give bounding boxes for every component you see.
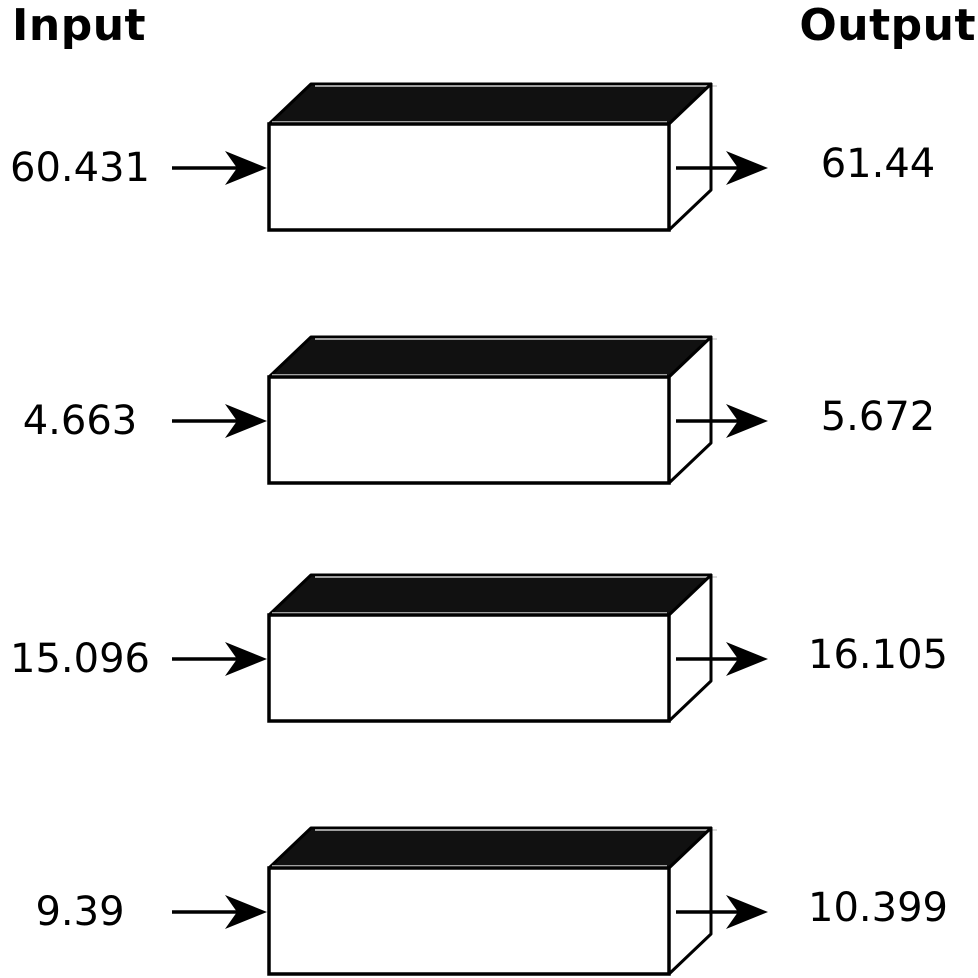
- block-top-face: [267, 335, 713, 379]
- rows-layer: 60.431 61.44 4.663 5.672 15.096 16.105 9.39 10.…: [10, 82, 948, 976]
- input-arrow: [172, 642, 267, 676]
- output-header: Output: [799, 0, 976, 51]
- output-arrow: [676, 151, 768, 185]
- input-value: 9.39: [35, 889, 124, 935]
- input-arrow: [172, 404, 267, 438]
- output-value: 10.399: [808, 885, 948, 931]
- input-header: Input: [12, 0, 147, 51]
- input-arrow: [172, 895, 267, 929]
- output-value: 5.672: [821, 394, 936, 440]
- block-row: 4.663 5.672: [23, 335, 936, 485]
- output-value: 16.105: [808, 632, 948, 678]
- input-value: 15.096: [10, 636, 150, 682]
- block-top-face: [267, 82, 713, 126]
- output-arrow: [676, 404, 768, 438]
- block-row: 60.431 61.44: [10, 82, 936, 232]
- input-value: 4.663: [23, 398, 138, 444]
- output-arrow-head: [726, 404, 768, 438]
- block-top-face: [267, 826, 713, 870]
- block-row: 15.096 16.105: [10, 573, 948, 723]
- block-top-face: [267, 573, 713, 617]
- output-arrow-head: [726, 151, 768, 185]
- block-front-face: [267, 122, 671, 232]
- input-arrow: [172, 151, 267, 185]
- input-arrow-head: [225, 151, 267, 185]
- input-value: 60.431: [10, 145, 150, 191]
- input-arrow-head: [225, 404, 267, 438]
- output-arrow-head: [726, 895, 768, 929]
- block-front-face: [267, 375, 671, 485]
- output-arrow: [676, 895, 768, 929]
- input-arrow-head: [225, 895, 267, 929]
- block-front-face: [267, 613, 671, 723]
- output-value: 61.44: [821, 141, 936, 187]
- output-arrow-head: [726, 642, 768, 676]
- output-arrow: [676, 642, 768, 676]
- block-row: 9.39 10.399: [35, 826, 948, 976]
- input-arrow-head: [225, 642, 267, 676]
- block-front-face: [267, 866, 671, 976]
